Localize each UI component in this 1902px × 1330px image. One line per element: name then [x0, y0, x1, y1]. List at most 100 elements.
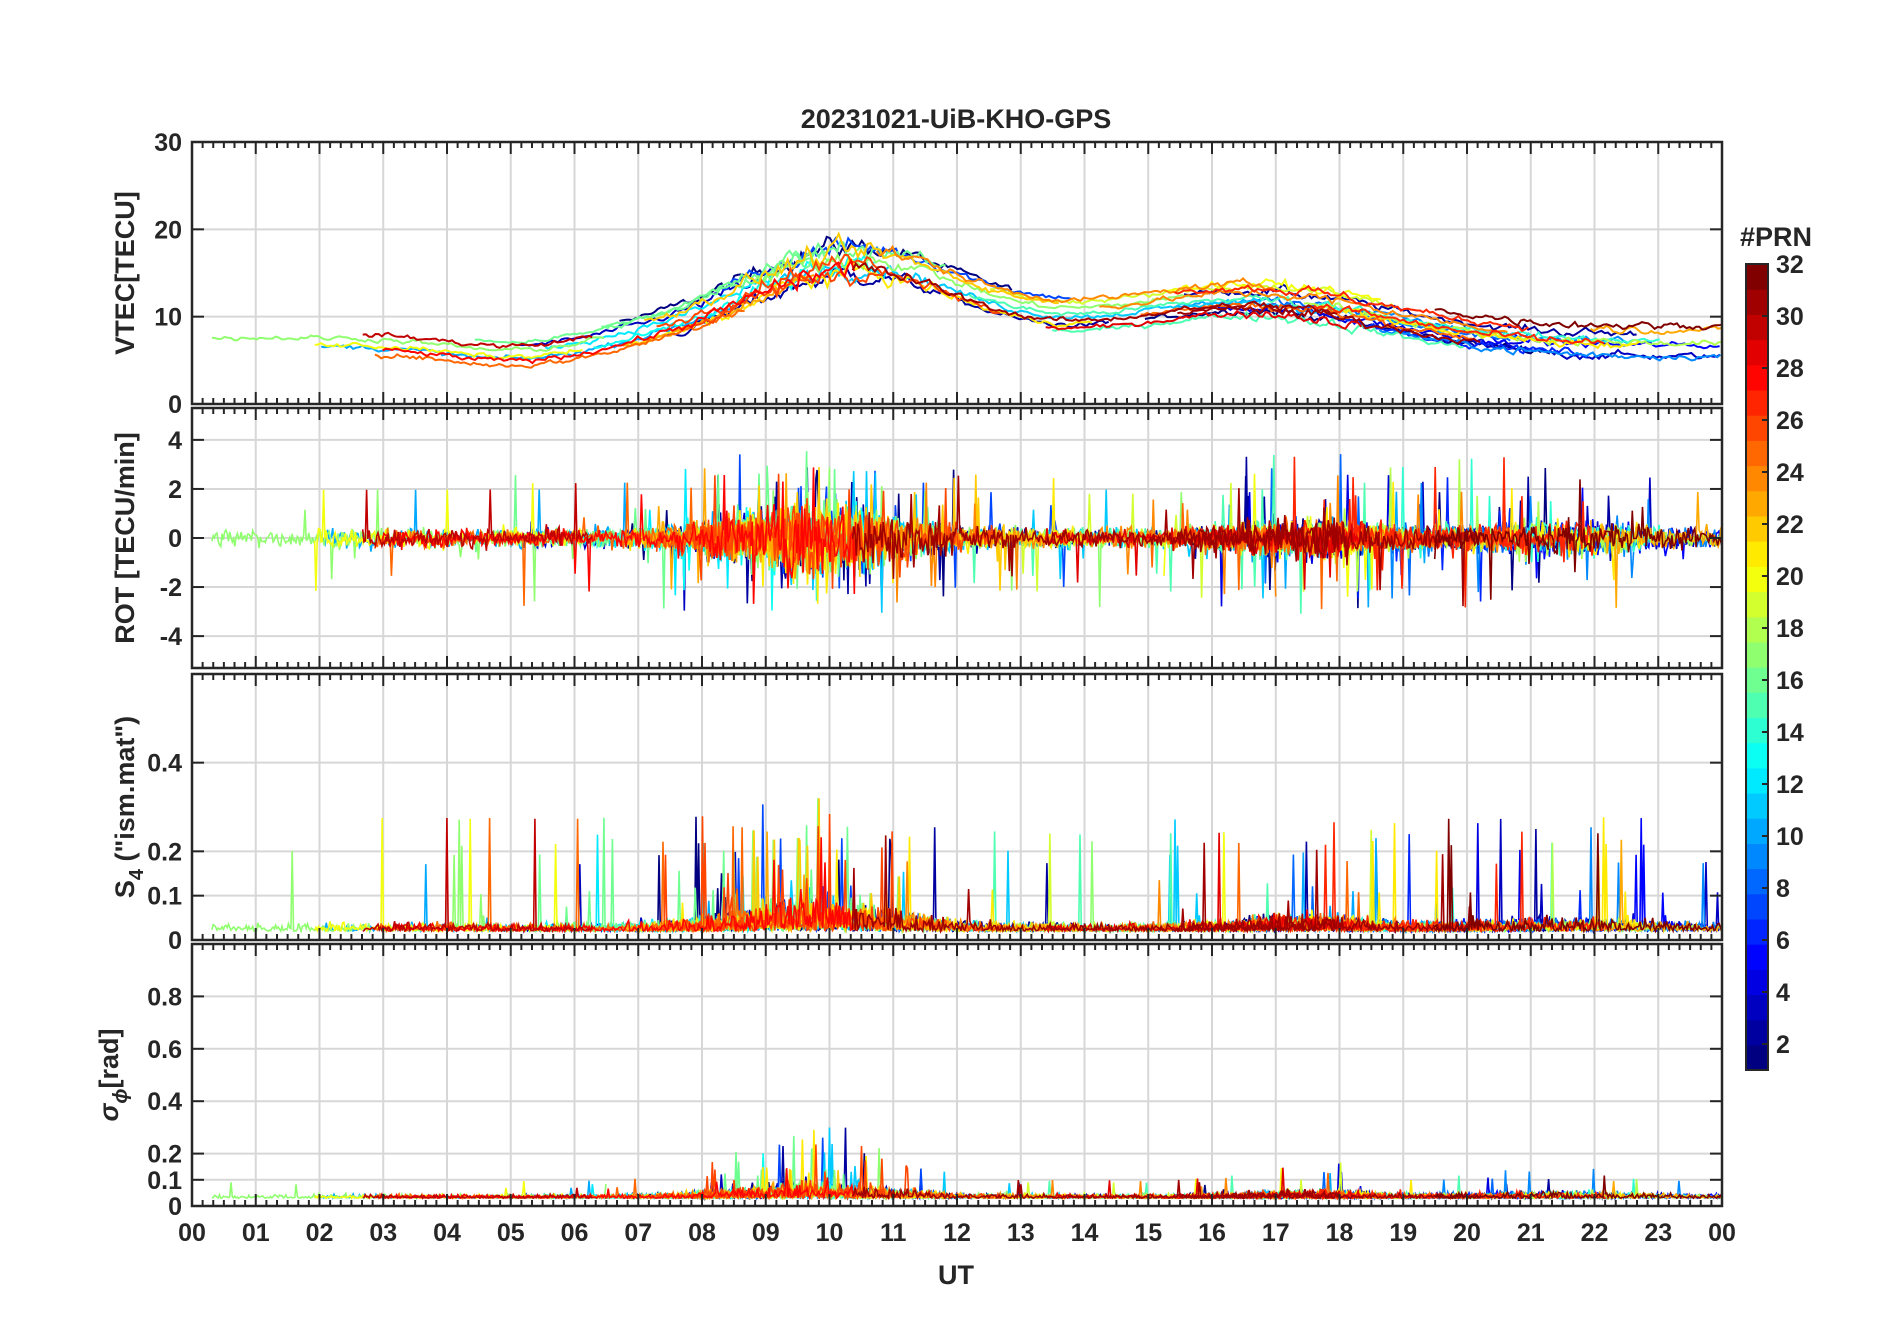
trace-prn-28	[382, 258, 856, 365]
trace-prn-24	[1099, 289, 1508, 334]
trace-prn-32	[1434, 308, 1722, 331]
y-tick-label: 0.1	[147, 883, 182, 911]
trace-prn-3	[1413, 818, 1722, 934]
x-tick-label: 21	[1517, 1219, 1545, 1247]
colorbar-segment	[1746, 490, 1768, 517]
colorbar-segment	[1746, 667, 1768, 693]
colorbar-segment	[1746, 994, 1768, 1021]
trace-prn-31	[851, 835, 1340, 935]
colorbar-tick-label: 2	[1776, 1031, 1790, 1059]
traces-sigma	[211, 1127, 1722, 1202]
colorbar-tick-label: 20	[1776, 563, 1804, 591]
colorbar-segment	[1746, 1019, 1768, 1046]
x-tick-label: 00	[178, 1219, 206, 1247]
trace-prn-32	[1434, 1175, 1722, 1201]
colorbar-segment	[1746, 944, 1768, 970]
x-tick-label: 18	[1326, 1219, 1354, 1247]
trace-prn-24	[875, 244, 1276, 304]
x-tick-label: 23	[1644, 1219, 1672, 1247]
y-tick-label: -2	[160, 574, 182, 602]
y-tick-label: -4	[160, 623, 182, 651]
y-tick-label: 30	[154, 129, 182, 157]
y-tick-label: 0.4	[147, 1088, 182, 1116]
trace-prn-31	[1176, 507, 1482, 607]
colorbar-segment	[1746, 843, 1768, 870]
x-tick-label: 22	[1581, 1219, 1609, 1247]
trace-prn-3	[519, 266, 776, 347]
trace-prn-20	[314, 342, 583, 361]
x-tick-label: 19	[1389, 1219, 1417, 1247]
trace-prn-31	[851, 1179, 1340, 1201]
colorbar-segment	[1746, 616, 1768, 643]
colorbar-segment	[1746, 717, 1768, 744]
colorbar-segment	[1746, 440, 1768, 467]
colorbar-segment	[1746, 792, 1768, 819]
y-axis-label-rot: ROT [TECU/min]	[110, 432, 140, 643]
colorbar-label: #PRN	[1740, 222, 1812, 252]
trace-prn-20	[314, 1181, 584, 1200]
colorbar-segment	[1746, 868, 1768, 895]
y-tick-label: 20	[154, 216, 182, 244]
x-tick-label: 14	[1071, 1219, 1099, 1247]
trace-prn-25	[374, 817, 748, 934]
y-tick-label: 0.2	[147, 1141, 182, 1169]
x-tick-labels: 00 01 02 03 04 05 06 07 08 09 10 11 12 13 14 15 16 17 18 19…	[178, 1219, 1736, 1247]
trace-prn-6	[1340, 317, 1588, 359]
trace-prn-31	[1176, 842, 1482, 935]
panel-rot: -4 -2 0 2 4 ROT [TECU/min]	[110, 406, 1724, 670]
trace-prn-26	[656, 253, 884, 328]
colorbar-segment	[1746, 389, 1768, 416]
y-tick-label: 0.4	[147, 750, 182, 778]
trace-prn-17	[211, 489, 607, 602]
y-tick-label: 2	[168, 476, 182, 504]
colorbar-tick-label: 6	[1776, 927, 1790, 955]
colorbar-segment	[1746, 289, 1768, 315]
trace-prn-29	[1045, 309, 1363, 331]
x-tick-label: 02	[306, 1219, 334, 1247]
colorbar-tick-label: 12	[1776, 771, 1804, 799]
y-tick-label: 0.6	[147, 1036, 182, 1064]
trace-prn-17	[211, 819, 607, 934]
trace-prn-16	[474, 248, 830, 344]
traces-rot	[211, 451, 1722, 614]
x-tick-label: 11	[880, 1219, 907, 1247]
trace-prn-31	[851, 475, 1340, 580]
colorbar-tick-label: 30	[1776, 303, 1804, 331]
colorbar-segment	[1746, 742, 1768, 769]
colorbar-segment	[1746, 566, 1768, 593]
figure-title: 20231021-UiB-KHO-GPS	[801, 104, 1112, 134]
trace-prn-17	[751, 251, 1199, 310]
x-tick-label: 05	[497, 1219, 525, 1247]
x-tick-label: 12	[943, 1219, 971, 1247]
colorbar-tick-label: 28	[1776, 355, 1804, 383]
y-tick-label: 0	[168, 525, 182, 553]
trace-prn-30	[362, 331, 593, 349]
colorbar-segment	[1746, 969, 1768, 996]
colorbar-segment	[1746, 541, 1768, 567]
x-tick-label: 20	[1453, 1219, 1481, 1247]
colorbar-segment	[1746, 893, 1768, 920]
trace-prn-22	[644, 231, 1059, 322]
colorbar-segment	[1746, 767, 1768, 794]
x-tick-label: 03	[369, 1219, 397, 1247]
x-tick-label: 01	[242, 1219, 270, 1247]
trace-prn-17	[211, 334, 605, 353]
trace-prn-27	[1174, 284, 1529, 333]
colorbar-tick-label: 8	[1776, 875, 1790, 903]
colorbar-segment	[1746, 591, 1768, 618]
colorbar-tick-label: 32	[1776, 251, 1804, 279]
x-tick-label: 06	[561, 1219, 589, 1247]
y-tick-label: 0.8	[147, 983, 182, 1011]
trace-prn-30	[362, 1187, 593, 1200]
trace-prn-15	[1052, 310, 1464, 349]
y-tick-label: 0.2	[147, 838, 182, 866]
panel-vtec: 0 10 20 30 VTEC[TECU]	[110, 129, 1724, 419]
trace-prn-28	[381, 837, 857, 934]
colorbar-tick-label: 14	[1776, 719, 1804, 747]
colorbar-segment	[1746, 818, 1768, 844]
y-tick-label: 0.1	[147, 1167, 182, 1195]
colorbar-segment	[1746, 264, 1768, 290]
